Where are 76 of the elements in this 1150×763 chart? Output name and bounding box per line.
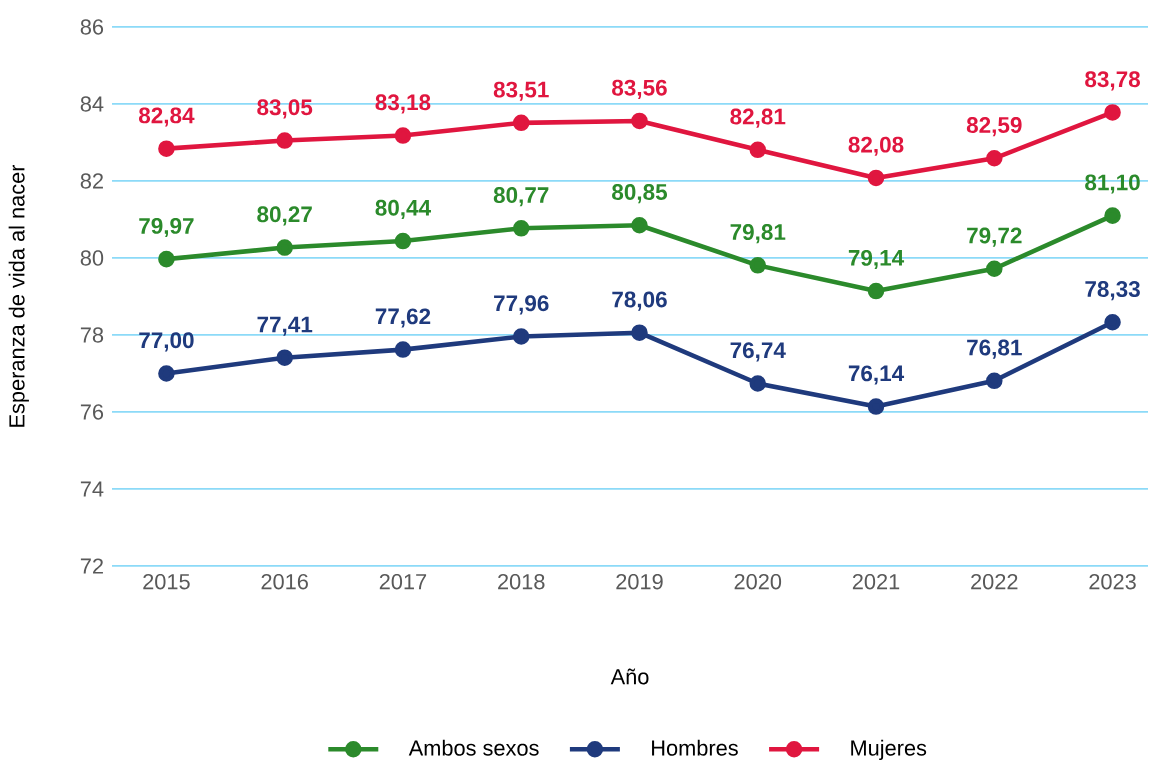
- point: [631, 217, 648, 234]
- data-label: 79,97: [139, 217, 194, 238]
- data-label: 77,62: [375, 308, 431, 328]
- point: [276, 349, 293, 366]
- point: [512, 328, 530, 345]
- y-tick-label: 78: [80, 327, 104, 343]
- y-tick-label: 82: [80, 173, 103, 189]
- point: [986, 150, 1003, 167]
- point: [276, 239, 293, 256]
- data-label: 76,74: [730, 342, 786, 362]
- data-label: 76,14: [848, 365, 905, 385]
- x-tick-label: 2023: [1089, 573, 1136, 590]
- data-label: 80,77: [493, 187, 549, 207]
- point: [394, 127, 412, 144]
- point: [158, 250, 175, 268]
- x-tick-label: 2022: [971, 573, 1018, 590]
- x-tick-label: 2015: [143, 573, 190, 590]
- data-label: 81,10: [1085, 174, 1140, 194]
- point: [1104, 314, 1121, 331]
- y-tick-label: 84: [80, 96, 104, 112]
- point: [1104, 207, 1121, 224]
- data-label: 80,27: [257, 206, 312, 226]
- x-tick-label: 2020: [734, 573, 782, 590]
- data-label: 82,81: [730, 108, 786, 128]
- y-tick-label: 86: [80, 19, 104, 35]
- data-label: 82,59: [966, 117, 1022, 137]
- data-label: 80,85: [612, 184, 668, 204]
- y-axis-title: Esperanza de vida al nacer: [8, 164, 29, 427]
- data-label: 76,81: [967, 339, 1022, 359]
- point: [986, 372, 1003, 390]
- data-label: 79,72: [967, 227, 1022, 247]
- point: [986, 260, 1003, 278]
- data-label: 83,56: [612, 79, 667, 99]
- data-label: 80,44: [375, 199, 431, 220]
- data-label: 82,08: [848, 136, 904, 156]
- point: [749, 375, 767, 392]
- x-tick-label: 2016: [261, 573, 308, 590]
- point: [394, 232, 412, 250]
- y-tick-label: 72: [80, 558, 103, 574]
- data-label: 77,96: [494, 295, 549, 315]
- point: [749, 257, 767, 274]
- y-tick-label: 76: [80, 404, 104, 420]
- point: [867, 169, 885, 187]
- data-label: 83,05: [257, 99, 313, 119]
- y-tick-label: 80: [80, 250, 104, 266]
- point: [394, 341, 412, 358]
- point: [631, 112, 648, 130]
- point: [158, 140, 175, 157]
- point: [867, 398, 885, 415]
- point: [276, 132, 293, 149]
- legend-label: Hombres: [652, 739, 738, 756]
- x-tick-label: 2018: [498, 573, 545, 590]
- data-label: 79,81: [730, 224, 786, 244]
- data-label: 83,78: [1085, 71, 1140, 91]
- y-tick-label: 74: [80, 481, 104, 497]
- legend-label: Ambos sexos: [408, 739, 539, 756]
- data-label: 77,41: [257, 316, 313, 336]
- x-axis-title: Año: [610, 668, 649, 685]
- point: [512, 220, 530, 237]
- data-label: 79,14: [848, 249, 905, 270]
- x-tick-label: 2017: [379, 573, 427, 590]
- x-tick-label: 2021: [852, 573, 900, 590]
- data-label: 77,00: [139, 332, 194, 352]
- point: [631, 324, 648, 341]
- point: [512, 114, 530, 132]
- x-tick-label: 2019: [616, 573, 663, 590]
- point: [1104, 104, 1121, 121]
- point: [158, 365, 175, 382]
- data-label: 78,06: [612, 291, 667, 311]
- point: [749, 141, 767, 159]
- data-label: 78,33: [1085, 281, 1140, 301]
- legend-label: Mujeres: [851, 739, 927, 761]
- data-label: 82,84: [138, 107, 195, 127]
- point: [867, 282, 885, 300]
- data-label: 83,18: [375, 94, 431, 114]
- data-label: 83,51: [493, 81, 549, 101]
